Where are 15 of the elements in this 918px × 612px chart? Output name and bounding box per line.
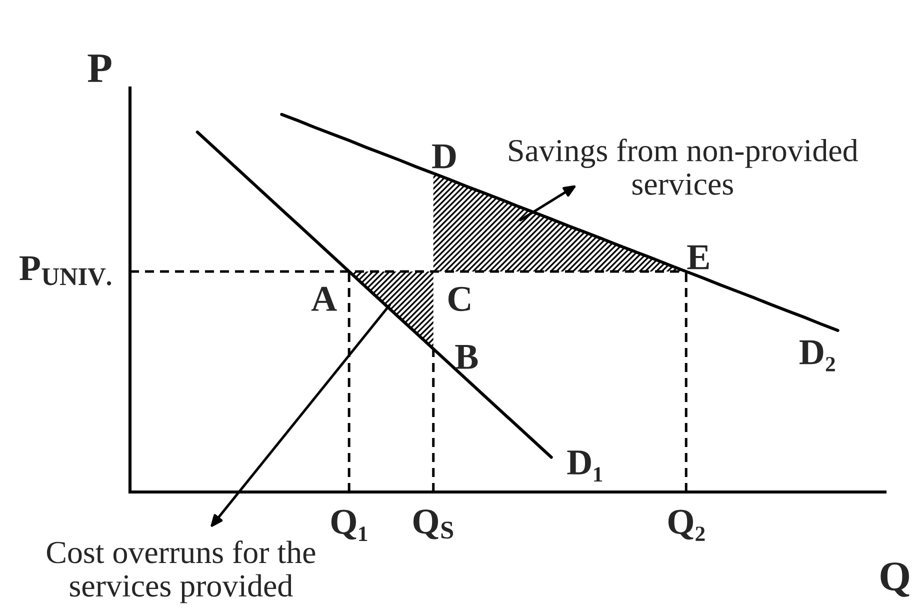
y-axis-title: P xyxy=(88,54,112,82)
x-tick-label: Q₁ xyxy=(331,510,368,541)
series-label: D₂ xyxy=(800,340,835,372)
annotation: D xyxy=(432,144,456,168)
annotation: Savings from non-provided services xyxy=(509,138,858,195)
series-label: D₁ xyxy=(567,450,602,482)
text: Cost overruns for the services provided xyxy=(46,540,316,604)
x-axis-title: Q xyxy=(880,562,910,597)
x-tick-label: Q$_{S}$ xyxy=(413,510,454,540)
annotation: E xyxy=(687,245,709,270)
series-label: P$_{UNIV.}$ xyxy=(20,256,112,286)
annotation: B xyxy=(455,345,478,369)
x-tick-label: Q₂ xyxy=(668,510,705,541)
annotation: A xyxy=(311,286,337,311)
annotation: C xyxy=(448,286,470,312)
